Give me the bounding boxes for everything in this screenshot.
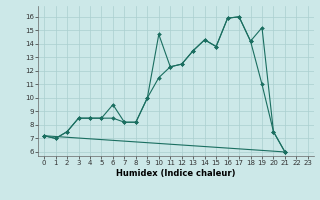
X-axis label: Humidex (Indice chaleur): Humidex (Indice chaleur)	[116, 169, 236, 178]
